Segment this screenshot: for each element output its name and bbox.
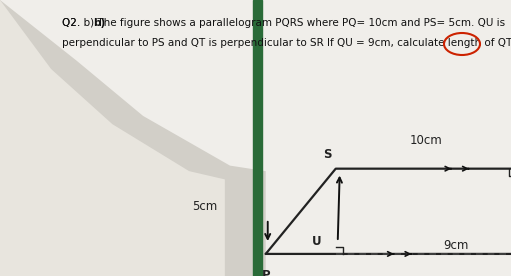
Text: b): b)	[93, 18, 105, 28]
Text: perpendicular to PS and QT is perpendicular to SR If QU = 9cm, calculate length : perpendicular to PS and QT is perpendicu…	[62, 38, 511, 48]
Text: U: U	[312, 235, 322, 248]
Text: S: S	[323, 148, 332, 161]
Text: 9cm: 9cm	[444, 239, 469, 253]
Text: Q2.: Q2.	[62, 18, 83, 28]
Text: 10cm: 10cm	[409, 134, 442, 147]
Text: 5cm: 5cm	[193, 200, 218, 213]
Text: P: P	[262, 269, 270, 276]
Text: Q2. b) The figure shows a parallelogram PQRS where PQ= 10cm and PS= 5cm. QU is: Q2. b) The figure shows a parallelogram …	[62, 18, 505, 28]
